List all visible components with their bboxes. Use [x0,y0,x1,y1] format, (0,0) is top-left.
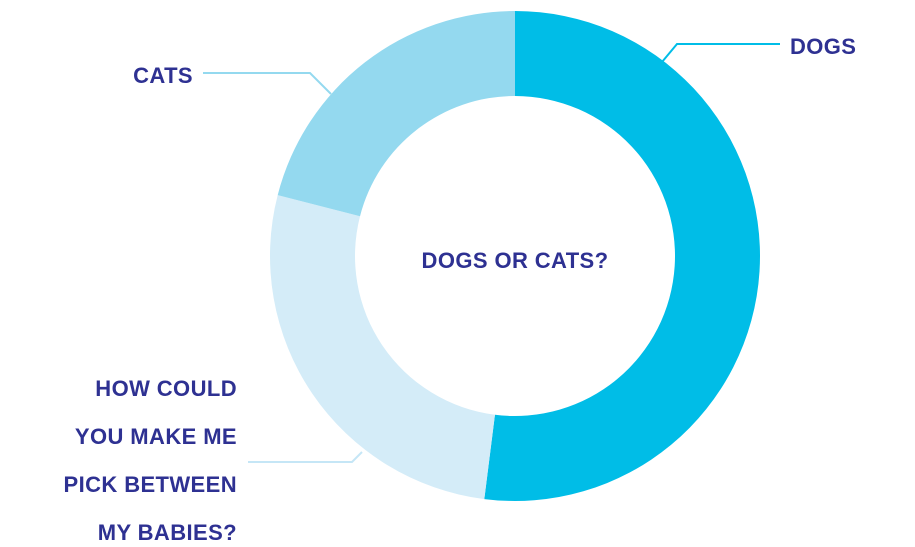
slice-label-line: DOGS [790,34,856,59]
leader-line-dogs [661,43,780,63]
slice-label-line: PICK BETWEEN [64,472,237,497]
donut-slices [270,11,760,501]
slice-cats [277,11,515,217]
slice-label-line: MY BABIES? [98,520,237,545]
slice-label-cats: CATS [133,63,193,88]
slice-label-dogs: DOGS [790,34,856,59]
center-label: DOGS OR CATS? [422,248,609,273]
slice-how-could [270,195,495,500]
slice-label-line: CATS [133,63,193,88]
slice-labels: DOGS HOW COULD YOU MAKE ME PICK BETWEEN MY B… [64,34,856,545]
slice-label-how-could: HOW COULD YOU MAKE ME PICK BETWEEN MY BABIE… [64,376,237,545]
leader-lines [203,43,780,463]
slice-label-line: HOW COULD [95,376,237,401]
slice-dogs [484,11,760,501]
leader-line-how-could [248,451,363,463]
leader-line-cats [203,72,332,95]
slice-label-line: YOU MAKE ME [75,424,237,449]
